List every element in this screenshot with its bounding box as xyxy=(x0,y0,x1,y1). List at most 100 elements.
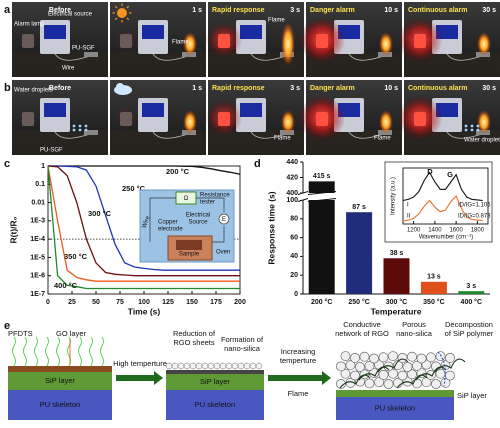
flame xyxy=(281,110,295,134)
inset-label: electrode xyxy=(158,227,183,233)
x-tick-label: 400 °C xyxy=(461,298,482,306)
frame-time: 1 s xyxy=(192,85,202,92)
nano-silica xyxy=(345,360,356,371)
sensor xyxy=(84,52,98,57)
nano-silica xyxy=(195,362,203,370)
frame-time: 30 s xyxy=(482,7,496,14)
nano-silica xyxy=(369,353,379,364)
panel-label: c xyxy=(4,158,10,170)
photo-label: Electrical source xyxy=(48,12,93,18)
frame-title: Danger alarm xyxy=(310,7,355,14)
annotation: Decompostion xyxy=(445,320,493,329)
series-label: 300 °C xyxy=(88,209,112,218)
nano-silica xyxy=(397,370,408,381)
nano-silica xyxy=(213,362,221,370)
sun-ray xyxy=(114,5,118,9)
rgo-network xyxy=(358,366,390,381)
annotation: Porous xyxy=(402,320,426,329)
device-screen xyxy=(44,103,66,117)
series-label: 400 °C xyxy=(54,281,78,290)
layer-label: SiP layer xyxy=(45,376,75,385)
nano-silica xyxy=(225,362,233,370)
nano-silica xyxy=(374,377,384,388)
inset-label: Oven xyxy=(216,250,230,256)
x-tick-label: 100 xyxy=(138,299,150,306)
x-tick-label: 175 xyxy=(210,299,222,306)
flame xyxy=(281,22,295,66)
y-tick-label: 0.1 xyxy=(35,181,45,188)
panel-label: a xyxy=(4,4,11,16)
alarm-lamp xyxy=(22,34,34,48)
annotation: RGO sheets xyxy=(173,338,215,347)
nano-silica xyxy=(219,362,227,370)
frame-time: 3 s xyxy=(290,85,300,92)
nano-silica xyxy=(165,362,173,370)
pu-skeleton xyxy=(166,390,264,420)
layer-label: PU skeleton xyxy=(40,400,80,409)
annotation: nano-silica xyxy=(396,329,433,338)
nano-silica xyxy=(336,361,346,372)
rgo-network xyxy=(396,374,428,389)
frame-title: Danger alarm xyxy=(310,85,355,92)
bar xyxy=(346,212,373,294)
arrow xyxy=(268,371,331,385)
frame-time: 30 s xyxy=(482,85,496,92)
panel-label: b xyxy=(4,82,11,94)
frame-title: Before xyxy=(49,85,71,92)
y-tick-label: 1E-7 xyxy=(30,291,45,298)
pfdts-chain xyxy=(67,336,71,367)
sun-icon xyxy=(117,8,127,18)
sample xyxy=(176,240,202,250)
ohm-symbol: Ω xyxy=(184,196,189,202)
nano-silica xyxy=(355,362,365,372)
water-droplet xyxy=(464,128,468,132)
nano-silica xyxy=(445,352,455,363)
nano-silica xyxy=(369,368,379,378)
nano-silica xyxy=(177,362,185,370)
series-label: 250 °C xyxy=(122,184,146,193)
annotation: PFDTS xyxy=(8,329,33,338)
alarm-lamp xyxy=(316,112,328,126)
axis-break-mark xyxy=(307,191,337,195)
layer-label: PU skeleton xyxy=(195,400,235,409)
inset-label: Copper xyxy=(158,220,178,226)
layer-label: PU skeleton xyxy=(375,403,415,412)
x-tick-label: 1800 xyxy=(471,228,485,234)
y-tick-label: 1E-4 xyxy=(30,236,45,243)
water-droplet xyxy=(72,128,76,132)
x-tick-label: 200 xyxy=(234,299,246,306)
photo-label: PU-SGF xyxy=(40,148,63,154)
bar xyxy=(383,258,410,294)
x-tick-label: 300 °C xyxy=(386,298,407,306)
alarm-lamp xyxy=(218,112,230,126)
series-label: 200 °C xyxy=(166,167,190,176)
nano-silica xyxy=(407,351,417,362)
x-tick-label: 250 °C xyxy=(348,298,369,306)
inset-label: E xyxy=(222,217,226,223)
nano-silica xyxy=(171,362,179,370)
sun-ray xyxy=(126,17,130,21)
annotation: High temperture xyxy=(113,359,167,368)
inset-label: Resistance xyxy=(200,193,230,199)
x-tick-label: 75 xyxy=(116,299,124,306)
x-axis-title: Temperature xyxy=(371,306,422,316)
alarm-lamp xyxy=(316,34,328,48)
annotation: Flame xyxy=(288,389,309,398)
nano-silica xyxy=(340,368,351,379)
photo-label: Water droplets xyxy=(14,88,53,94)
nano-silica xyxy=(407,369,417,380)
nano-silica xyxy=(397,352,408,363)
nano-silica xyxy=(445,370,455,381)
pu-skeleton xyxy=(336,397,454,420)
x-tick-label: 200 °C xyxy=(311,298,332,306)
inset-label: Wire xyxy=(142,215,152,229)
ratio-label: ID/IG=1.106 xyxy=(458,203,491,209)
x-axis-title: Time (s) xyxy=(128,306,161,316)
x-tick-label: 1200 xyxy=(407,228,421,234)
photo-label: Flame xyxy=(268,18,285,24)
peak-label: D xyxy=(427,167,433,176)
alarm-lamp xyxy=(218,34,230,48)
x-tick-label: 150 xyxy=(186,299,198,306)
nano-silica xyxy=(426,352,436,363)
